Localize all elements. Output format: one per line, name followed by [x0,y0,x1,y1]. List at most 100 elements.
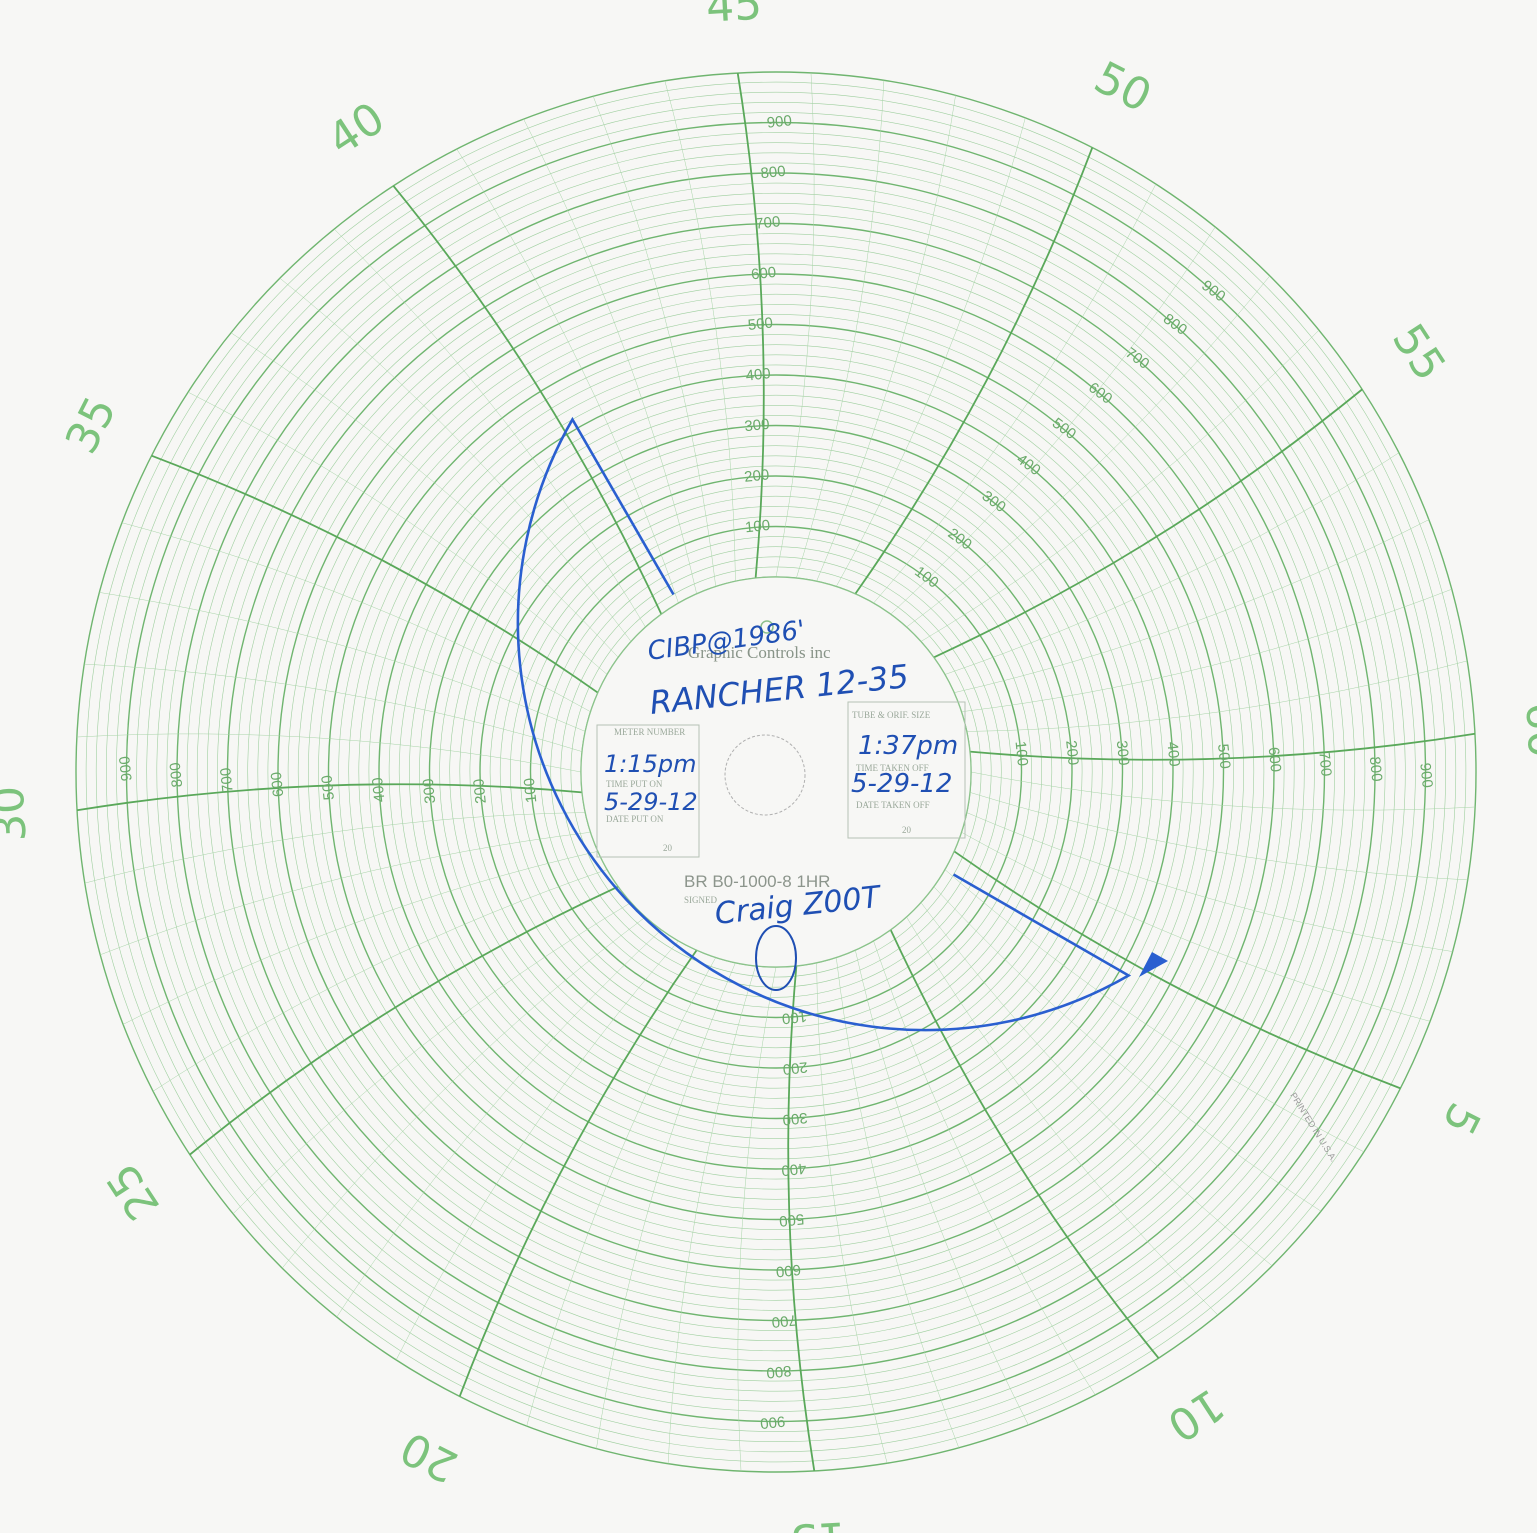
scale-label: 900 [1416,762,1436,789]
scale-label: 100 [1012,740,1032,767]
grid-ring-minor [85,81,1467,1463]
scale-label: 500 [747,314,774,334]
scale-label: 200 [782,1058,809,1078]
scale-label: 600 [750,264,777,284]
grid-spoke-minor [920,330,1320,642]
grid-spoke-minor [920,902,1273,1267]
grid-ring-minor [257,253,1295,1291]
grid-ring-minor [368,364,1184,1180]
scale-label: 300 [782,1109,809,1129]
grid-spoke-minor [667,965,756,1464]
minute-label: 10 [1158,1378,1233,1451]
signature-flourish [755,925,797,991]
grid-ring-minor [489,485,1063,1059]
grid-ring-minor [550,546,1002,998]
signed-label: SIGNED [684,895,717,905]
grid-ring-minor [439,435,1113,1109]
minute-label: 50 [1086,52,1159,123]
grid-ring-minor [146,142,1406,1402]
grid-spoke-minor [966,812,1453,952]
grid-ring-minor [116,112,1436,1432]
scale-label: 200 [470,778,490,805]
grid-spoke-minor [816,962,888,1464]
grid-spoke-minor [664,80,736,582]
pen-trace [516,416,1132,1032]
scale-label: 300 [744,416,771,436]
grid-spoke-minor [395,940,679,1361]
scale-label: 700 [217,767,237,794]
grid-spoke-minor [456,148,679,604]
pen-arrow-icon [1139,952,1168,977]
minute-label: 35 [56,389,127,462]
grid-spoke-major [151,454,599,694]
grid-spoke-major [392,185,663,615]
scale-label: 800 [766,1362,793,1382]
grid-ring-minor [156,152,1396,1392]
scale-label: 900 [766,112,793,132]
grid-ring-minor [186,182,1366,1362]
chart-grid [75,71,1477,1473]
grid-ring-minor [237,233,1315,1311]
scale-label: 500 [1214,743,1234,770]
grid-ring-minor [206,202,1346,1342]
brand-name: Graphic Controls inc [688,643,831,662]
hand-time-off: 1:37pm [858,731,958,761]
grid-spoke-minor [970,771,1476,811]
grid-spoke-major [969,732,1476,761]
grid-spoke-minor [592,96,716,587]
grid-ring-major [176,172,1376,1372]
grid-ring-minor [509,505,1043,1039]
grid-ring-minor [196,192,1356,1352]
scale-label: 600 [775,1261,802,1281]
grid-spoke-minor [526,957,716,1427]
grid-ring-minor [348,344,1204,1200]
scale-label: 400 [369,776,389,803]
grid-spoke-minor [279,278,632,642]
grid-ring-minor [287,283,1265,1261]
grid-ring-major [226,222,1326,1322]
grid-ring-minor [95,91,1457,1453]
scale-label: 100 [521,777,541,804]
time-off-box [847,701,966,839]
grid-spoke-minor [855,950,1029,1426]
grid-spoke-minor [122,851,598,1025]
scale-label: 800 [1366,756,1386,783]
grid-ring-minor [318,314,1234,1230]
grid-spoke-minor [890,226,1216,615]
grid-ring-minor [307,303,1245,1241]
time-put-on-label: TIME PUT ON [606,779,663,789]
scale-label: 700 [771,1311,798,1331]
grid-spoke-minor [187,391,608,675]
scale-label: 400 [1163,741,1183,768]
grid-spoke-minor [954,519,1430,693]
scale-label: 300 [1113,740,1133,767]
grid-spoke-minor [873,940,1096,1396]
center-hole [724,734,806,816]
hand-date-off: 5-29-12 [851,769,952,799]
grid-ring-minor [105,101,1447,1443]
grid-spoke-minor [99,592,586,732]
scale-label: 300 [420,778,440,805]
scale-label: 800 [760,163,787,183]
grid-spoke-minor [961,588,1452,712]
scale-label: 400 [745,365,772,385]
grid-spoke-major [854,147,1094,595]
scale-label: 900 [759,1412,786,1432]
grid-ring-minor [217,213,1335,1331]
scale-label: 200 [1062,739,1082,766]
grid-spoke-minor [836,957,960,1448]
center-hub [580,576,972,968]
brand-logo-icon [760,620,774,634]
grid-spoke-minor [906,916,1218,1316]
grid-ring-major [125,121,1427,1423]
grid-spoke-minor [737,966,777,1472]
tube-orif-label: TUBE & ORIF. SIZE [852,710,931,720]
grid-ring-minor [297,293,1255,1251]
grid-spoke-minor [596,962,736,1449]
grid-ring-minor [560,556,992,988]
grid-ring-major [75,71,1477,1473]
grid-ring-minor [469,465,1083,1079]
grid-ring-major [378,374,1174,1170]
grid-spoke-major [189,885,619,1156]
grid-ring-minor [136,132,1416,1412]
